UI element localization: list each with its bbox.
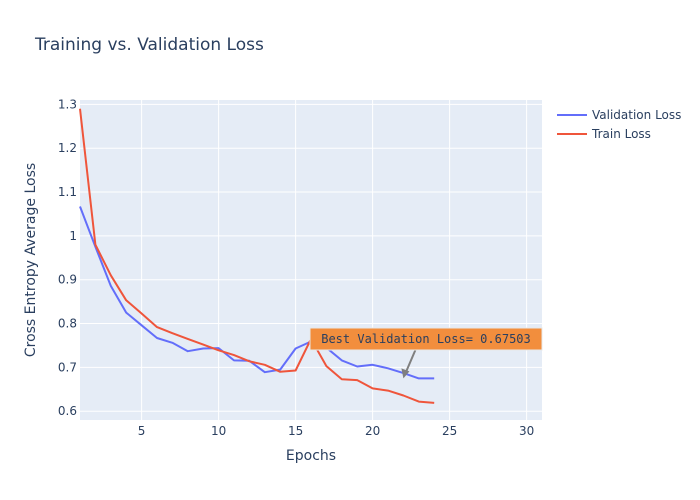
legend[interactable]: Validation Loss Train Loss	[557, 108, 681, 141]
series-lines	[79, 108, 435, 404]
plot-area	[80, 100, 542, 420]
y-tick-label: 1.2	[58, 141, 77, 155]
x-axis-title: Epochs	[286, 448, 336, 464]
y-tick-label: 0.9	[58, 273, 77, 287]
legend-item-validation-loss[interactable]: Validation Loss	[557, 108, 681, 122]
y-tick-label: 0.7	[58, 360, 77, 374]
x-tick-label: 10	[211, 424, 226, 438]
annotation-label: Best Validation Loss= 0.67503	[321, 332, 531, 346]
y-tick-label: 1.1	[58, 185, 77, 199]
axis-ticks: 0.6 0.7 0.8 0.9 1 1.1 1.2 1.3 5 10 15 20 25 30	[58, 97, 534, 438]
annotation-group: Best Validation Loss= 0.67503	[309, 327, 543, 379]
grid-lines	[80, 100, 542, 420]
y-tick-label: 0.6	[58, 404, 77, 418]
y-tick-label: 1.3	[58, 97, 77, 111]
legend-item-train-loss[interactable]: Train Loss	[557, 127, 651, 141]
annotation-arrow-line	[404, 349, 417, 374]
x-tick-label: 5	[138, 424, 146, 438]
annotation-arrowhead	[401, 368, 410, 379]
legend-label-train-loss: Train Loss	[591, 127, 651, 141]
legend-label-validation-loss: Validation Loss	[592, 108, 681, 122]
annotation-box	[309, 327, 543, 351]
series-line-train-loss	[79, 108, 435, 404]
x-tick-label: 30	[519, 424, 534, 438]
y-axis-title: Cross Entropy Average Loss	[23, 163, 39, 357]
x-tick-label: 25	[442, 424, 457, 438]
x-tick-label: 20	[365, 424, 380, 438]
y-tick-label: 0.8	[58, 317, 77, 331]
chart-title: Training vs. Validation Loss	[34, 35, 264, 55]
series-line-validation-loss	[79, 206, 435, 380]
y-tick-label: 1	[69, 229, 77, 243]
x-tick-label: 15	[288, 424, 303, 438]
